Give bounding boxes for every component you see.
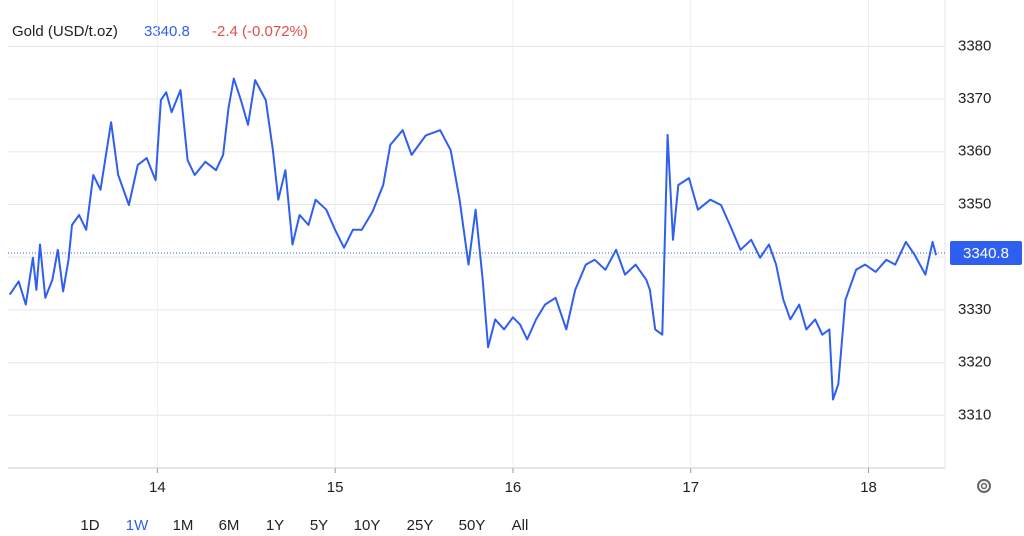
price: 3340.8: [144, 23, 190, 40]
gear-hub: [980, 482, 988, 490]
range-button[interactable]: 5Y: [310, 517, 328, 534]
y-tick-label: 3330: [958, 301, 991, 318]
x-tick-label: 16: [505, 479, 522, 496]
x-tick-label: 14: [149, 479, 166, 496]
y-tick-label: 3320: [958, 354, 991, 371]
price-line: [8, 77, 938, 401]
x-tick-label: 15: [327, 479, 344, 496]
y-tick-label: 3380: [958, 37, 991, 54]
x-tick-label: 18: [860, 479, 877, 496]
range-button[interactable]: 1Y: [266, 517, 284, 534]
x-tick-label: 17: [682, 479, 699, 496]
last-price-label: 3340.8: [963, 245, 1009, 262]
range-button[interactable]: 10Y: [354, 517, 381, 534]
range-button[interactable]: 50Y: [459, 517, 486, 534]
gear-icon: [977, 479, 991, 493]
change: -2.4 (-0.072%): [212, 23, 308, 40]
y-tick-label: 3350: [958, 195, 991, 212]
range-button[interactable]: 25Y: [407, 517, 434, 534]
range-button[interactable]: All: [512, 517, 529, 534]
range-button[interactable]: 1D: [80, 517, 99, 534]
y-tick-label: 3360: [958, 143, 991, 160]
last-price-box: [950, 240, 1022, 265]
y-tick-label: 3310: [958, 406, 991, 423]
range-button[interactable]: 1W: [126, 517, 149, 534]
y-tick-label: 3370: [958, 90, 991, 107]
range-button[interactable]: 6M: [219, 517, 240, 534]
settings-button[interactable]: [977, 479, 991, 493]
symbol: Gold (USD/t.oz): [12, 23, 118, 40]
range-button[interactable]: 1M: [173, 517, 194, 534]
